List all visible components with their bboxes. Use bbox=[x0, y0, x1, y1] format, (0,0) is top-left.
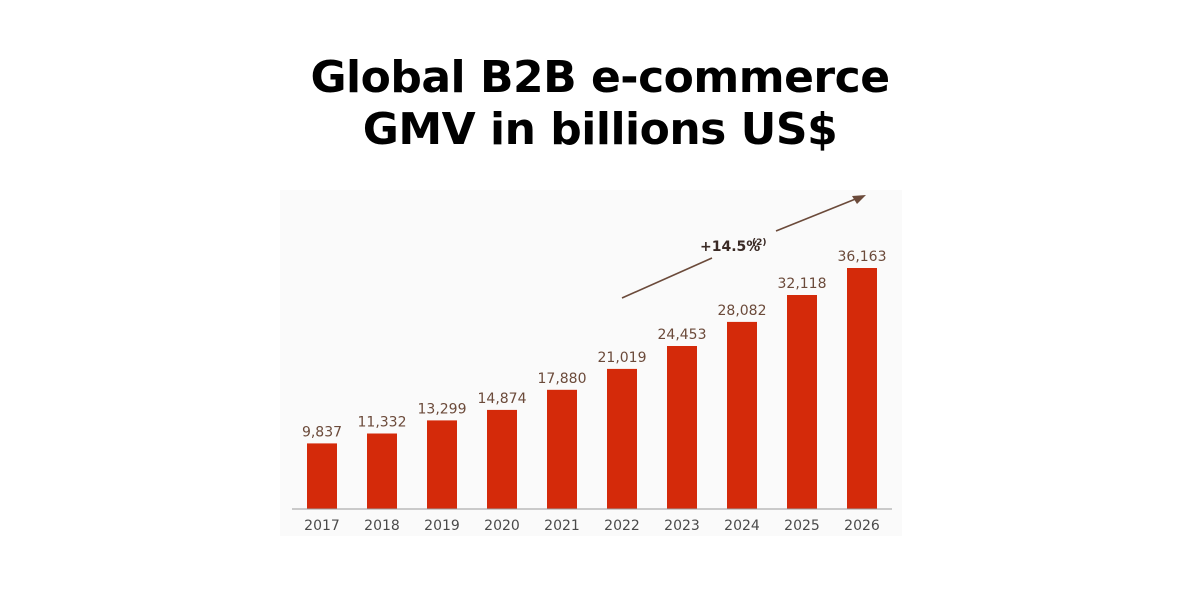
year-label-2021: 2021 bbox=[544, 518, 580, 534]
year-labels-group: 2017 2018 2019 2020 2021 2022 2023 2024 2025 2026 bbox=[304, 518, 880, 534]
year-label-2017: 2017 bbox=[304, 518, 340, 534]
growth-arrow-line-upper bbox=[775, 197, 859, 232]
growth-rate-footnote: (2) bbox=[752, 238, 767, 248]
value-label-2020: 14,874 bbox=[478, 391, 527, 407]
chart-title-line-1: Global B2B e-commerce bbox=[310, 52, 890, 103]
value-label-2021: 17,880 bbox=[538, 371, 587, 387]
value-label-2018: 11,332 bbox=[358, 415, 407, 431]
year-label-2024: 2024 bbox=[724, 518, 760, 534]
value-label-2019: 13,299 bbox=[418, 401, 467, 417]
growth-rate-label: +14.5% bbox=[700, 239, 760, 255]
bar-2017 bbox=[307, 443, 337, 509]
year-label-2019: 2019 bbox=[424, 518, 460, 534]
value-label-2022: 21,019 bbox=[598, 350, 647, 366]
year-label-2018: 2018 bbox=[364, 518, 400, 534]
bar-2024 bbox=[727, 321, 757, 509]
growth-annotation: +14.5% (2) bbox=[621, 195, 866, 299]
bars-group bbox=[307, 268, 877, 509]
value-label-2017: 9,837 bbox=[302, 424, 342, 440]
value-label-2026: 36,163 bbox=[838, 249, 887, 265]
chart-title: Global B2B e-commerce GMV in billions US… bbox=[0, 52, 1200, 156]
value-label-2024: 28,082 bbox=[718, 303, 767, 319]
bar-2021 bbox=[547, 389, 577, 509]
bar-2025 bbox=[787, 295, 817, 509]
value-label-2023: 24,453 bbox=[658, 327, 707, 343]
chart-title-line-2: GMV in billions US$ bbox=[362, 104, 838, 155]
bar-2018 bbox=[367, 433, 397, 509]
bar-2023 bbox=[667, 346, 697, 509]
year-label-2026: 2026 bbox=[844, 518, 880, 534]
year-label-2022: 2022 bbox=[604, 518, 640, 534]
growth-arrow-head-icon bbox=[852, 195, 866, 204]
year-label-2020: 2020 bbox=[484, 518, 520, 534]
value-labels-group: 9,837 11,332 13,299 14,874 17,880 21,019 24,45… bbox=[302, 249, 887, 440]
year-label-2025: 2025 bbox=[784, 518, 820, 534]
bar-2019 bbox=[427, 420, 457, 509]
year-label-2023: 2023 bbox=[664, 518, 700, 534]
value-label-2025: 32,118 bbox=[778, 276, 827, 292]
bar-2020 bbox=[487, 409, 517, 509]
growth-arrow-line-lower bbox=[621, 257, 713, 299]
bar-2022 bbox=[607, 368, 637, 509]
bar-2026 bbox=[847, 268, 877, 509]
